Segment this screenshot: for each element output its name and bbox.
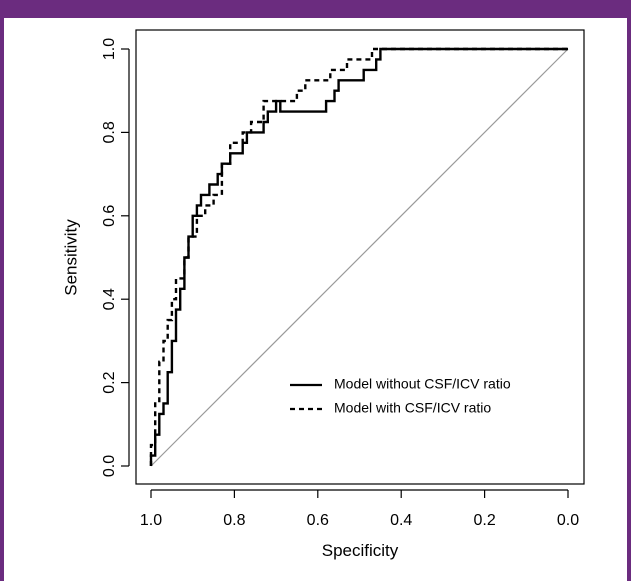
legend: Model without CSF/ICV ratio Model with C… (290, 376, 511, 416)
axes-layer: 1.0 0.8 0.6 0.4 0.2 0.0 0.0 0.2 0.4 0.6 0.8 1.0 (101, 38, 579, 529)
x-tick-label: 0.0 (557, 512, 579, 529)
roc-curve-without-csf-icv (149, 47, 568, 466)
x-tick-label: 1.0 (140, 512, 162, 529)
x-tick-label: 0.4 (390, 512, 412, 529)
y-tick-label: 1.0 (101, 38, 118, 60)
y-tick-label: 0.8 (101, 121, 118, 143)
x-tick-label: 0.6 (307, 512, 329, 529)
y-tick-label: 0.6 (101, 205, 118, 227)
y-tick-label: 0.2 (101, 371, 118, 393)
y-tick-label: 0.0 (101, 455, 118, 477)
reference-diagonal-layer (150, 48, 569, 467)
series-layer (149, 47, 568, 466)
y-tick-label: 0.4 (101, 288, 118, 310)
x-tick-label: 0.8 (223, 512, 245, 529)
plot-area-border (135, 29, 585, 485)
x-tick-label: 0.2 (473, 512, 495, 529)
reference-diagonal (150, 48, 569, 467)
x-axis-title: Specificity (322, 541, 399, 560)
roc-curve-with-csf-icv (149, 47, 568, 466)
legend-label-model-with: Model with CSF/ICV ratio (334, 400, 491, 416)
y-axis-title: Sensitivity (61, 219, 80, 296)
legend-label-model-without: Model without CSF/ICV ratio (334, 376, 511, 392)
